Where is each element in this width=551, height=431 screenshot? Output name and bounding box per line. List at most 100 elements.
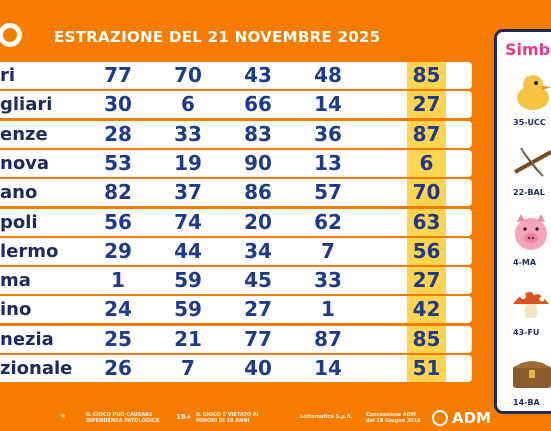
fifth-number: 85 xyxy=(407,62,446,89)
drawn-number: 14 xyxy=(314,356,342,380)
symbol-caption: 14-BA xyxy=(513,398,540,407)
drawn-number: 20 xyxy=(244,209,272,234)
pig-icon xyxy=(515,214,547,250)
drawn-number: 57 xyxy=(314,180,342,205)
drawn-number: 29 xyxy=(104,238,132,263)
city-name: ano xyxy=(0,182,38,204)
city-name: zionale xyxy=(0,358,73,379)
drawn-number: 27 xyxy=(244,297,272,322)
drawn-number: 44 xyxy=(174,238,202,263)
adm-logo: ADM xyxy=(432,409,491,427)
fifth-number: 6 xyxy=(407,149,446,177)
lotto-logo xyxy=(0,20,32,50)
symbol-pig: 4-MA xyxy=(507,212,551,272)
drawn-number: 43 xyxy=(244,63,272,87)
symbol-crossbow: 22-BAL xyxy=(507,142,551,202)
footer: ★ IL GIOCO PUÒ CAUSARE DIPENDENZA PATOLO… xyxy=(0,404,551,431)
table-row: ma 1 59 45 33 27 xyxy=(0,267,472,295)
drawn-number: 33 xyxy=(314,268,342,293)
symbols-title: Simbo xyxy=(505,40,551,59)
drawn-number: 48 xyxy=(314,63,342,87)
symbol-mushroom: 43-FU xyxy=(507,282,551,342)
drawn-number: 1 xyxy=(321,297,335,322)
adm-concession: Concessione ADM del 28 Giugno 2016 xyxy=(366,412,421,424)
crossbow-icon xyxy=(514,147,551,177)
drawn-number: 7 xyxy=(321,238,335,263)
drawn-number: 7 xyxy=(181,356,195,380)
symbols-panel: Simbo 35-UCC 22-BAL 4-MA xyxy=(494,29,551,414)
chest-icon xyxy=(513,361,551,388)
city-name: enze xyxy=(0,123,48,145)
table-row: nezia 25 21 77 87 85 xyxy=(0,325,472,353)
drawn-number: 56 xyxy=(104,209,132,234)
drawn-number: 36 xyxy=(314,121,342,146)
fifth-number: 56 xyxy=(407,237,446,265)
drawn-number: 77 xyxy=(104,63,132,87)
city-name: ri xyxy=(0,65,16,86)
fifth-number: 27 xyxy=(407,91,446,119)
drawn-number: 34 xyxy=(244,238,272,263)
drawn-number: 62 xyxy=(314,209,342,234)
drawn-number: 33 xyxy=(174,121,202,146)
drawn-number: 86 xyxy=(244,180,272,205)
drawn-number: 1 xyxy=(111,268,125,293)
table-row: ri 77 70 43 48 85 xyxy=(0,62,472,89)
city-name: ma xyxy=(0,270,31,292)
table-row: enze 28 33 83 36 87 xyxy=(0,120,472,148)
city-name: gliari xyxy=(0,94,53,116)
symbol-chest: 14-BA xyxy=(507,352,551,411)
drawn-number: 40 xyxy=(244,356,272,380)
symbol-caption: 43-FU xyxy=(513,328,540,337)
table-row: zionale 26 7 40 14 51 xyxy=(0,355,472,382)
operator-name: Lottomatica S.p.A. xyxy=(300,414,353,420)
drawn-number: 66 xyxy=(244,92,272,117)
drawn-number: 28 xyxy=(104,121,132,146)
drawn-number: 59 xyxy=(174,297,202,322)
symbol-caption: 22-BAL xyxy=(513,188,545,197)
drawn-number: 19 xyxy=(174,150,202,175)
drawn-number: 24 xyxy=(104,297,132,322)
drawn-number: 83 xyxy=(244,121,272,146)
symbol-caption: 35-UCC xyxy=(513,118,546,127)
table-row: gliari 30 6 66 14 27 xyxy=(0,91,472,119)
drawn-number: 53 xyxy=(104,150,132,175)
fifth-number: 27 xyxy=(407,267,446,295)
drawn-number: 59 xyxy=(174,268,202,293)
city-name: poli xyxy=(0,211,38,233)
city-name: ino xyxy=(0,299,32,321)
adm-seal-icon xyxy=(432,410,448,426)
drawn-number: 13 xyxy=(314,150,342,175)
drawn-number: 87 xyxy=(314,326,342,351)
drawn-number: 26 xyxy=(104,356,132,380)
drawn-number: 21 xyxy=(174,326,202,351)
drawn-number: 77 xyxy=(244,326,272,351)
draw-title: ESTRAZIONE DEL 21 NOVEMBRE 2025 xyxy=(54,28,381,46)
fifth-number: 70 xyxy=(407,179,446,207)
drawn-number: 82 xyxy=(104,180,132,205)
drawn-number: 25 xyxy=(104,326,132,351)
fifth-number: 42 xyxy=(407,296,446,324)
table-row: nova 53 19 90 13 6 xyxy=(0,149,472,177)
city-name: nova xyxy=(0,152,50,174)
drawn-number: 37 xyxy=(174,180,202,205)
drawn-number: 45 xyxy=(244,268,272,293)
fifth-number: 63 xyxy=(407,208,446,236)
symbol-caption: 4-MA xyxy=(513,258,537,267)
table-row: ano 82 37 86 57 70 xyxy=(0,179,472,207)
game-logo: ★ xyxy=(60,412,67,420)
city-name: lermo xyxy=(0,240,59,262)
drawn-number: 70 xyxy=(174,63,202,87)
table-row: poli 56 74 20 62 63 xyxy=(0,208,472,236)
fifth-number: 51 xyxy=(407,355,446,382)
symbol-bird: 35-UCC xyxy=(507,72,551,132)
age-warning: IL GIOCO È VIETATO AI MINORI DI 18 ANNI xyxy=(196,412,259,424)
city-name: nezia xyxy=(0,328,54,350)
bird-icon xyxy=(517,75,551,110)
fifth-number: 87 xyxy=(407,120,446,148)
drawn-number: 14 xyxy=(314,92,342,117)
table-row: lermo 29 44 34 7 56 xyxy=(0,237,472,265)
mushroom-icon xyxy=(513,289,549,318)
adm-label: ADM xyxy=(452,409,491,427)
drawn-number: 90 xyxy=(244,150,272,175)
drawn-number: 30 xyxy=(104,92,132,117)
